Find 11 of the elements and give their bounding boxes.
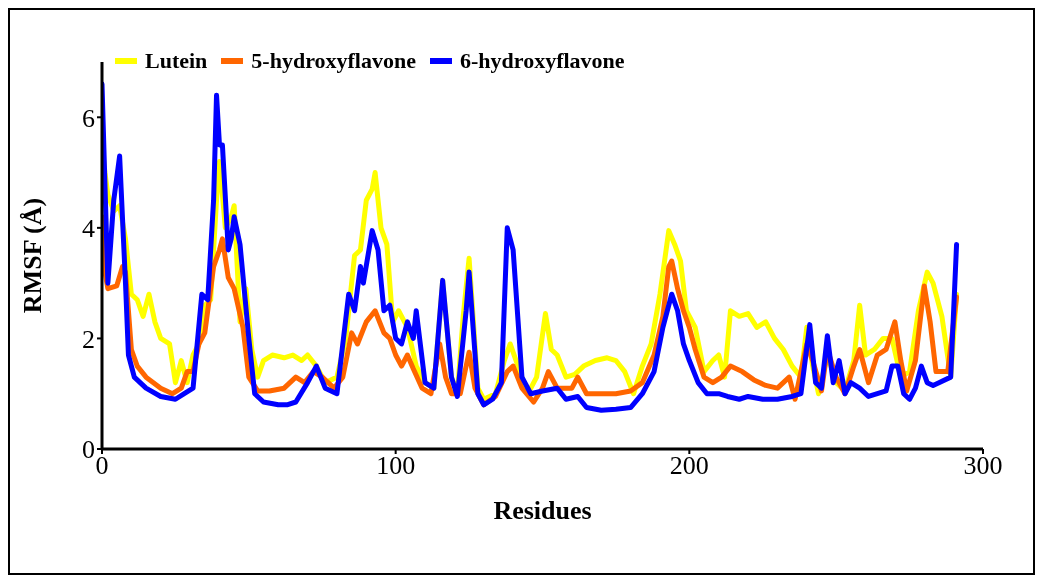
y-axis-title: RMSF (Å) [18,197,48,314]
legend-label: Lutein [145,48,208,74]
y-tick-label: 6 [82,103,95,133]
x-axis-title: Residues [493,496,592,525]
x-tick-label: 300 [963,451,1003,481]
legend-label: 6-hydroxyflavone [459,48,625,74]
x-tick-label: 100 [376,451,416,481]
legend-label: 5-hydroxyflavone [251,48,416,74]
x-tick-label: 200 [669,451,709,481]
y-tick-label: 4 [82,214,95,244]
y-tick-label: 2 [82,324,95,354]
